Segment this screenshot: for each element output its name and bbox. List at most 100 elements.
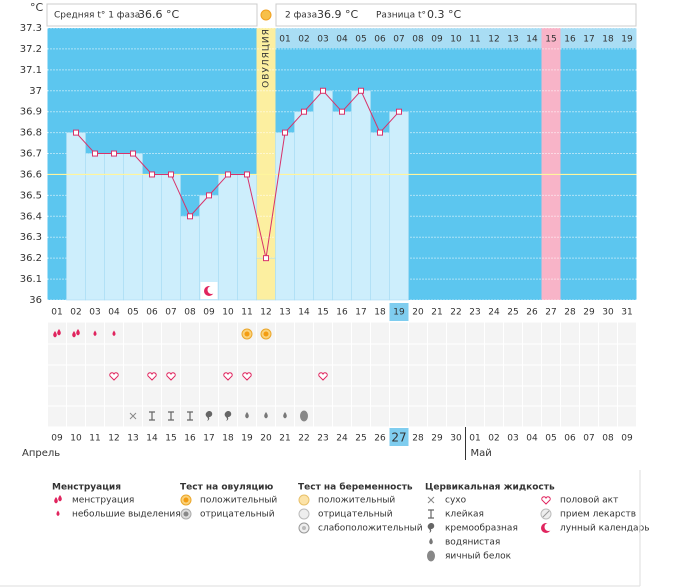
legend-title: Цервикальная жидкость	[425, 483, 555, 493]
cervical-icon	[300, 410, 308, 422]
y-tick-label: 37.3	[20, 23, 42, 34]
cycle-day-label: 19	[393, 308, 405, 318]
date-label: 19	[241, 434, 253, 444]
phase1-label: Средняя t° 1 фаза	[54, 11, 140, 21]
legend-item: сухо	[445, 496, 467, 506]
cycle-day-label: 30	[602, 308, 614, 318]
cycle-day-label: 07	[165, 308, 176, 318]
cycle-day-label: 17	[355, 308, 366, 318]
temp-bar	[85, 153, 105, 301]
menstruation-icon	[53, 331, 57, 338]
temp-point	[358, 87, 364, 94]
month-label: Апрель	[22, 448, 60, 459]
phase-day-label: 09	[431, 35, 443, 45]
phase-day-label: 04	[336, 35, 348, 45]
cervical-icon	[224, 411, 232, 421]
temp-point	[73, 129, 79, 136]
cervical-icon	[205, 411, 213, 421]
cycle-day-label: 15	[317, 308, 328, 318]
date-label: 20	[260, 434, 272, 444]
cycle-day-label: 22	[450, 308, 461, 318]
temp-bar	[294, 111, 314, 301]
temp-point	[377, 129, 383, 136]
date-label: 07	[583, 434, 594, 444]
menstruation-icon	[76, 329, 80, 336]
menstruation-icon	[112, 330, 116, 337]
temp-point	[130, 150, 136, 157]
temp-point	[187, 213, 193, 220]
menstruation-icon	[58, 495, 62, 502]
menstruation-icon	[72, 331, 76, 338]
heart-icon	[166, 372, 176, 381]
heart-icon	[147, 372, 157, 381]
cycle-day-label: 04	[108, 308, 120, 318]
legend-item: слабоположительный	[318, 524, 423, 534]
y-tick-label: 36.1	[20, 274, 42, 285]
menstruation-icon	[93, 330, 97, 337]
date-label: 26	[374, 434, 386, 444]
date-row	[47, 427, 637, 448]
legend-item: положительный	[318, 496, 395, 506]
legend-item: прием лекарств	[560, 510, 636, 520]
cervical-icon	[428, 509, 434, 519]
y-tick-label: 36	[29, 295, 42, 306]
temp-bar	[275, 132, 295, 301]
today-box	[389, 303, 409, 321]
lower-area	[47, 301, 637, 448]
cycle-day-label: 23	[469, 308, 480, 318]
temp-point	[396, 108, 402, 115]
pregtest-icon	[298, 494, 310, 506]
phase-day-label: 13	[507, 35, 518, 45]
legend-item: отрицательный	[200, 510, 275, 520]
date-label: 09	[51, 434, 63, 444]
legend-item: яичный белок	[445, 552, 512, 562]
phase2-label: 2 фаза	[285, 11, 317, 21]
header-box	[275, 3, 637, 27]
cycle-day-label: 31	[621, 308, 632, 318]
date-label: 24	[336, 434, 348, 444]
phase-day-label: 11	[469, 35, 480, 45]
cycle-day-label: 08	[184, 308, 196, 318]
date-label: 29	[431, 434, 443, 444]
cervical-icon	[168, 411, 174, 421]
temp-bar	[313, 90, 333, 301]
ovtest-inner	[263, 331, 269, 337]
phase1-value: 36.6 °C	[138, 8, 179, 21]
y-tick-label: 36.6	[20, 169, 42, 180]
temp-bar	[370, 132, 390, 301]
today-date-box	[389, 428, 409, 446]
date-label: 21	[279, 434, 290, 444]
cycle-day-label: 13	[279, 308, 290, 318]
cervical-icon	[429, 538, 433, 545]
date-label: 27	[391, 431, 406, 445]
y-axis-unit: °C	[30, 1, 44, 14]
cervical-icon	[427, 550, 435, 562]
expected-period-column	[541, 28, 561, 300]
cervical-icon	[187, 411, 193, 421]
legend-item: кремообразная	[445, 524, 518, 534]
y-tick-label: 36.5	[20, 190, 42, 201]
phase-day-label: 18	[602, 35, 614, 45]
cycle-day-label: 09	[203, 308, 215, 318]
temp-bar	[142, 174, 162, 301]
menstruation-icon	[56, 510, 60, 517]
temp-bar	[161, 174, 181, 301]
cycle-day-label: 24	[488, 308, 500, 318]
y-tick-label: 36.8	[20, 128, 42, 139]
date-label: 23	[317, 434, 328, 444]
date-label: 02	[488, 434, 499, 444]
heart-icon	[223, 372, 233, 381]
cycle-day-label: 18	[374, 308, 386, 318]
y-tick-label: 36.9	[20, 107, 42, 118]
date-label: 22	[298, 434, 309, 444]
cervical-icon	[149, 411, 155, 421]
temp-bar	[351, 90, 371, 301]
heart-icon	[109, 372, 119, 381]
temp-point	[92, 150, 98, 157]
date-label: 05	[545, 434, 556, 444]
meds-line	[542, 510, 550, 518]
legend-item: менструация	[72, 496, 134, 506]
cycle-day-label: 02	[70, 308, 81, 318]
temp-point	[301, 108, 307, 115]
